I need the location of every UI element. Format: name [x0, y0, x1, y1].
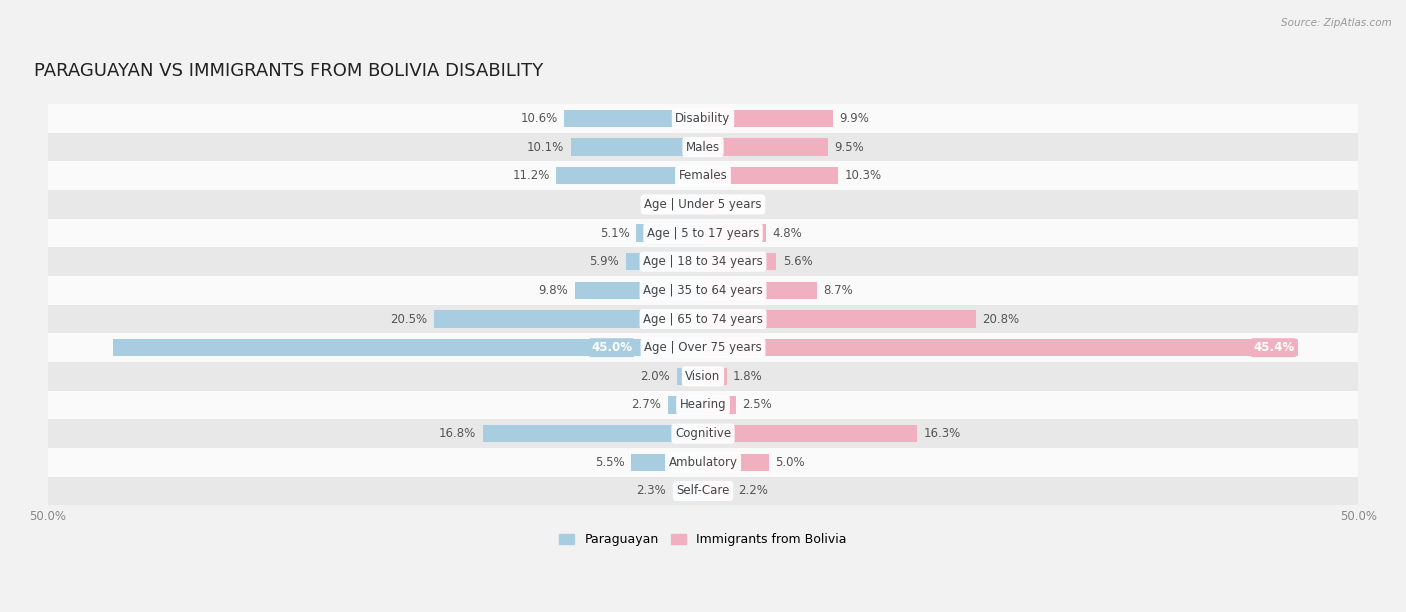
Bar	[676, 368, 703, 385]
Text: 11.2%: 11.2%	[512, 170, 550, 182]
Text: 45.0%: 45.0%	[591, 341, 633, 354]
Text: Self-Care: Self-Care	[676, 485, 730, 498]
Text: 1.8%: 1.8%	[733, 370, 763, 383]
Text: 5.0%: 5.0%	[775, 456, 804, 469]
Text: 16.3%: 16.3%	[924, 427, 960, 440]
Text: 20.8%: 20.8%	[983, 313, 1019, 326]
Text: 5.1%: 5.1%	[600, 226, 630, 239]
Bar	[48, 390, 1358, 419]
Bar	[636, 225, 703, 242]
Text: 1.1%: 1.1%	[724, 198, 754, 211]
Bar	[703, 253, 776, 271]
Text: Males: Males	[686, 141, 720, 154]
Bar	[112, 339, 703, 356]
Bar	[564, 110, 703, 127]
Text: Ambulatory: Ambulatory	[668, 456, 738, 469]
Bar	[48, 477, 1358, 506]
Text: 9.5%: 9.5%	[834, 141, 863, 154]
Bar	[557, 167, 703, 184]
Text: Hearing: Hearing	[679, 398, 727, 411]
Text: Vision: Vision	[685, 370, 721, 383]
Text: 2.7%: 2.7%	[631, 398, 661, 411]
Text: PARAGUAYAN VS IMMIGRANTS FROM BOLIVIA DISABILITY: PARAGUAYAN VS IMMIGRANTS FROM BOLIVIA DI…	[35, 62, 544, 80]
Bar	[48, 448, 1358, 477]
Bar	[48, 190, 1358, 218]
Text: 5.9%: 5.9%	[589, 255, 619, 268]
Bar	[673, 482, 703, 499]
Text: 5.6%: 5.6%	[783, 255, 813, 268]
Bar	[703, 110, 832, 127]
Bar	[703, 310, 976, 327]
Bar	[703, 196, 717, 213]
Text: Disability: Disability	[675, 112, 731, 125]
Bar	[48, 247, 1358, 276]
Bar	[434, 310, 703, 327]
Bar	[676, 196, 703, 213]
Text: 9.9%: 9.9%	[839, 112, 869, 125]
Bar	[703, 167, 838, 184]
Bar	[703, 482, 733, 499]
Bar	[48, 305, 1358, 334]
Bar	[703, 225, 766, 242]
Bar	[48, 133, 1358, 162]
Bar	[626, 253, 703, 271]
Legend: Paraguayan, Immigrants from Bolivia: Paraguayan, Immigrants from Bolivia	[554, 528, 852, 551]
Text: 9.8%: 9.8%	[538, 284, 568, 297]
Text: 2.2%: 2.2%	[738, 485, 768, 498]
Text: 2.3%: 2.3%	[637, 485, 666, 498]
Bar	[48, 419, 1358, 448]
Bar	[703, 138, 828, 155]
Bar	[48, 218, 1358, 247]
Text: 16.8%: 16.8%	[439, 427, 477, 440]
Bar	[703, 397, 735, 414]
Bar	[48, 162, 1358, 190]
Bar	[575, 282, 703, 299]
Text: Age | 5 to 17 years: Age | 5 to 17 years	[647, 226, 759, 239]
Text: 20.5%: 20.5%	[391, 313, 427, 326]
Bar	[668, 397, 703, 414]
Bar	[703, 282, 817, 299]
Text: Cognitive: Cognitive	[675, 427, 731, 440]
Text: Females: Females	[679, 170, 727, 182]
Text: Age | 18 to 34 years: Age | 18 to 34 years	[643, 255, 763, 268]
Text: 2.5%: 2.5%	[742, 398, 772, 411]
Text: 4.8%: 4.8%	[772, 226, 803, 239]
Bar	[48, 104, 1358, 133]
Text: 10.3%: 10.3%	[845, 170, 882, 182]
Bar	[482, 425, 703, 442]
Text: 5.5%: 5.5%	[595, 456, 624, 469]
Text: Age | Over 75 years: Age | Over 75 years	[644, 341, 762, 354]
Bar	[631, 453, 703, 471]
Text: Age | Under 5 years: Age | Under 5 years	[644, 198, 762, 211]
Bar	[48, 276, 1358, 305]
Text: 2.0%: 2.0%	[641, 198, 671, 211]
Text: 45.4%: 45.4%	[1253, 341, 1294, 354]
Bar	[571, 138, 703, 155]
Bar	[703, 425, 917, 442]
Text: Age | 65 to 74 years: Age | 65 to 74 years	[643, 313, 763, 326]
Bar	[48, 362, 1358, 390]
Text: Age | 35 to 64 years: Age | 35 to 64 years	[643, 284, 763, 297]
Text: 8.7%: 8.7%	[824, 284, 853, 297]
Text: 10.6%: 10.6%	[520, 112, 558, 125]
Text: Source: ZipAtlas.com: Source: ZipAtlas.com	[1281, 18, 1392, 28]
Bar	[48, 334, 1358, 362]
Bar	[703, 453, 769, 471]
Text: 2.0%: 2.0%	[641, 370, 671, 383]
Bar	[703, 368, 727, 385]
Bar	[703, 339, 1298, 356]
Text: 10.1%: 10.1%	[527, 141, 564, 154]
